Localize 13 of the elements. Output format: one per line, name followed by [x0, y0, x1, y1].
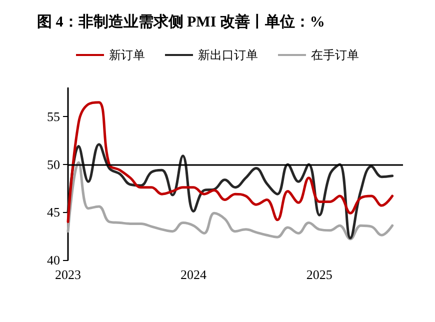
x-tick-label: 2025	[306, 267, 332, 282]
x-tick-label: 2024	[180, 267, 208, 282]
legend-label: 新出口订单	[198, 48, 258, 62]
y-tick-label: 40	[47, 252, 60, 268]
line-series	[66, 101, 394, 224]
chart-title: 图 4：非制造业需求侧 PMI 改善丨单位：%	[37, 12, 325, 30]
legend-label: 新订单	[109, 48, 145, 62]
y-tick-label: 55	[47, 109, 60, 124]
line-series	[66, 161, 394, 240]
y-tick-label: 45	[47, 204, 60, 220]
x-tick-label: 2023	[55, 267, 81, 282]
y-tick-label: 50	[47, 156, 60, 172]
legend-label: 在手订单	[311, 48, 359, 62]
